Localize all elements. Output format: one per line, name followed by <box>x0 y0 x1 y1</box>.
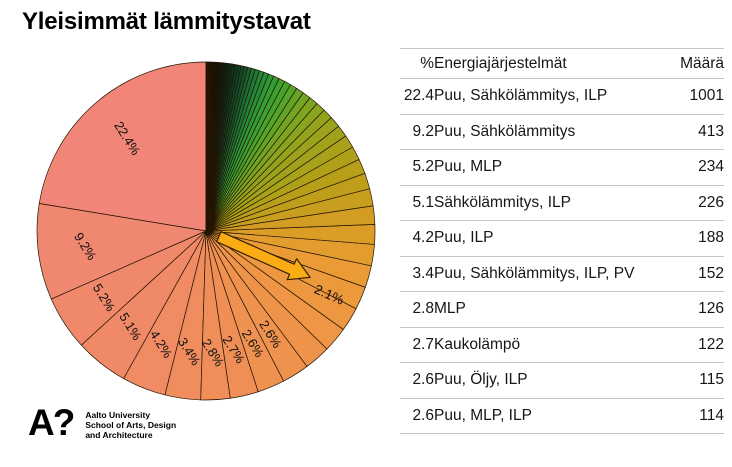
table-cell: Sähkölämmitys, ILP <box>434 185 670 221</box>
pie-slice-0 <box>38 61 207 232</box>
table-row: 5.2 Puu, MLP 234 <box>400 149 724 186</box>
table-cell: 2.7 <box>400 327 434 363</box>
table-cell: 234 <box>670 149 724 186</box>
table-row: 2.7 Kaukolämpö 122 <box>400 327 724 363</box>
heating-systems-table: % Energiajärjestelmät Määrä 22.4 Puu, Sähkö… <box>400 48 724 434</box>
table-cell: 4.2 <box>400 220 434 257</box>
aalto-logo-line-2: and Architecture <box>85 430 153 440</box>
table-cell: 188 <box>670 220 724 257</box>
table-cell: Puu, ILP <box>434 220 670 257</box>
table-cell: Kaukolämpö <box>434 327 670 363</box>
table-cell: Puu, Sähkölämmitys, ILP <box>434 78 670 115</box>
table-cell: Puu, MLP <box>434 149 670 186</box>
table-cell: Puu, MLP, ILP <box>434 398 670 434</box>
pie-slice-tail <box>205 61 207 232</box>
table-body: 22.4 Puu, Sähkölämmitys, ILP 1001 9.2 Puu, S… <box>400 78 724 434</box>
table-cell: 226 <box>670 185 724 221</box>
table-row: 3.4 Puu, Sähkölämmitys, ILP, PV 152 <box>400 256 724 292</box>
table-row: 22.4 Puu, Sähkölämmitys, ILP 1001 <box>400 78 724 115</box>
table-cell: MLP <box>434 291 670 328</box>
table-cell: 126 <box>670 291 724 328</box>
table-row: 2.6 Puu, Öljy, ILP 115 <box>400 362 724 399</box>
column-header-2: Määrä <box>670 48 724 79</box>
table-cell: 115 <box>670 362 724 399</box>
aalto-logo-line-1: School of Arts, Design <box>85 420 177 430</box>
table-row: 4.2 Puu, ILP 188 <box>400 220 724 257</box>
arrow-annotation <box>216 231 311 281</box>
page-title: Yleisimmät lämmitystavat <box>22 8 311 35</box>
table-row: 2.6 Puu, MLP, ILP 114 <box>400 398 724 434</box>
table-cell: 152 <box>670 256 724 292</box>
table-cell: 2.8 <box>400 291 434 328</box>
pie-chart: 22.4% 9.2% 5.2% 5.1% 4.2% 3.4% 2.8% 2.7% 2.6% 2.6… <box>20 45 392 417</box>
table-cell: Puu, Öljy, ILP <box>434 362 670 399</box>
table-cell: 22.4 <box>400 78 434 115</box>
table-cell: 3.4 <box>400 256 434 292</box>
table-cell: Puu, Sähkölämmitys, ILP, PV <box>434 256 670 292</box>
table-cell: 413 <box>670 114 724 150</box>
pie-slice-1 <box>36 203 207 300</box>
table-cell: 114 <box>670 398 724 434</box>
table-row: 5.1 Sähkölämmitys, ILP 226 <box>400 185 724 221</box>
table-row: 9.2 Puu, Sähkölämmitys 413 <box>400 114 724 150</box>
table-header: % Energiajärjestelmät Määrä <box>400 48 724 79</box>
pie-chart-svg: 22.4%9.2%5.2%5.1%4.2% 3.4%2.8%2.7%2.6%2.6… <box>36 61 376 401</box>
table-cell: 122 <box>670 327 724 363</box>
table-cell: 2.6 <box>400 398 434 434</box>
aalto-logo-line-0: Aalto University <box>85 410 151 420</box>
aalto-logo: A? Aalto University School of Arts, Desig… <box>28 402 176 443</box>
table-header-row: % Energiajärjestelmät Määrä <box>400 48 724 79</box>
table-cell: 5.1 <box>400 185 434 221</box>
aalto-logo-mark: A? <box>28 402 75 443</box>
table-cell: 9.2 <box>400 114 434 150</box>
table-row: 2.8 MLP 126 <box>400 291 724 328</box>
column-header-1: Energiajärjestelmät <box>434 48 670 79</box>
column-header-0: % <box>400 48 434 79</box>
table-cell: 5.2 <box>400 149 434 186</box>
table-cell: 2.6 <box>400 362 434 399</box>
table-cell: 1001 <box>670 78 724 115</box>
aalto-logo-text: Aalto University School of Arts, Design an… <box>85 410 176 440</box>
table-cell: Puu, Sähkölämmitys <box>434 114 670 150</box>
